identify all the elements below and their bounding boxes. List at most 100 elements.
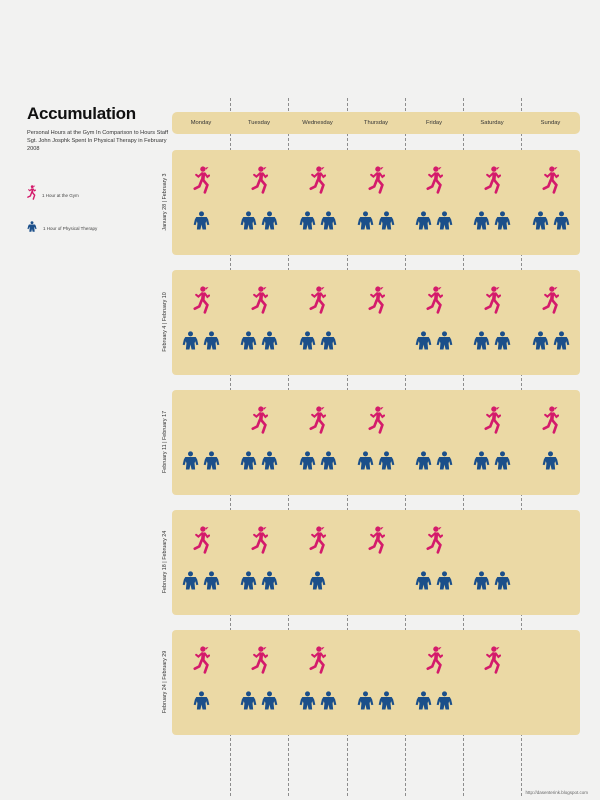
soldier-icon — [494, 211, 511, 231]
soldier-icon — [203, 451, 220, 471]
therapy-hours-cell — [172, 331, 230, 351]
week-label: February 4 | February 10 — [162, 292, 168, 352]
soldier-icon — [240, 571, 257, 591]
soldier-icon — [240, 451, 257, 471]
soldier-icon — [182, 451, 199, 471]
soldier-icon — [320, 331, 337, 351]
gym-hours-cell — [521, 166, 580, 194]
therapy-hours-cell — [463, 331, 521, 351]
therapy-hours-cell — [405, 571, 463, 591]
therapy-hours-cell — [230, 331, 288, 351]
therapy-hours-cell — [230, 451, 288, 471]
runner-icon — [542, 406, 560, 434]
soldier-icon — [415, 331, 432, 351]
soldier-icon — [261, 691, 278, 711]
soldier-icon — [436, 571, 453, 591]
soldier-icon — [203, 331, 220, 351]
therapy-hours-cell — [347, 211, 405, 231]
gym-hours-cell — [172, 646, 230, 674]
soldier-icon — [309, 571, 326, 591]
runner-icon — [483, 406, 501, 434]
soldier-icon — [553, 331, 570, 351]
soldier-icon — [299, 211, 316, 231]
runner-icon — [250, 406, 268, 434]
soldier-icon — [415, 691, 432, 711]
week-label: February 11 | February 17 — [162, 410, 168, 474]
gym-hours-cell — [288, 526, 347, 554]
runner-icon — [309, 646, 327, 674]
day-label-friday: Friday — [425, 120, 443, 126]
therapy-hours-cell — [230, 691, 288, 711]
soldier-icon — [473, 451, 490, 471]
therapy-hours-cell — [521, 211, 580, 231]
runner-icon — [425, 646, 443, 674]
soldier-icon — [182, 331, 199, 351]
therapy-hours-cell — [463, 451, 521, 471]
therapy-hours-cell — [521, 451, 580, 471]
gym-hours-cell — [405, 166, 463, 194]
runner-icon — [192, 526, 210, 554]
gym-hours-cell — [463, 166, 521, 194]
gym-hours-cell — [405, 646, 463, 674]
runner-icon — [367, 406, 385, 434]
gym-hours-cell — [288, 646, 347, 674]
therapy-hours-cell — [288, 571, 347, 591]
page-subtitle: Personal Hours at the Gym In Comparison … — [27, 130, 169, 152]
credit-url: http://dasenterink.blogspot.com — [525, 790, 588, 795]
soldier-icon — [299, 331, 316, 351]
soldier-icon — [494, 331, 511, 351]
runner-icon — [192, 646, 210, 674]
soldier-icon — [320, 451, 337, 471]
gym-hours-cell — [405, 526, 463, 554]
gym-hours-cell — [230, 286, 288, 314]
week-label: January 28 | February 3 — [162, 173, 168, 231]
soldier-icon — [240, 211, 257, 231]
soldier-icon — [320, 691, 337, 711]
soldier-icon — [415, 211, 432, 231]
therapy-hours-cell — [230, 211, 288, 231]
week-label: February 24 | February 29 — [162, 650, 168, 714]
soldier-icon — [378, 451, 395, 471]
day-label-sunday: Sunday — [540, 120, 561, 126]
runner-icon — [367, 526, 385, 554]
soldier-icon — [182, 571, 199, 591]
day-label-tuesday: Tuesday — [247, 120, 271, 126]
therapy-hours-cell — [347, 691, 405, 711]
legend-therapy: 1 Hour of Physical Therapy — [27, 219, 97, 237]
soldier-icon — [357, 211, 374, 231]
gym-hours-cell — [230, 646, 288, 674]
runner-icon — [250, 526, 268, 554]
runner-icon — [542, 166, 560, 194]
gym-hours-cell — [347, 406, 405, 434]
therapy-hours-cell — [347, 451, 405, 471]
week-panel: February 11 | February 17 — [162, 390, 580, 495]
therapy-hours-cell — [172, 211, 230, 231]
page-title: Accumulation — [27, 104, 136, 123]
soldier-icon — [532, 211, 549, 231]
legend-gym: 1 Hour at the Gym — [27, 185, 79, 205]
gym-hours-cell — [347, 286, 405, 314]
gym-hours-cell — [172, 286, 230, 314]
runner-icon — [483, 166, 501, 194]
soldier-icon — [473, 211, 490, 231]
therapy-hours-cell — [521, 331, 580, 351]
day-label-saturday: Saturday — [480, 120, 504, 126]
gym-hours-cell — [288, 406, 347, 434]
soldier-icon — [436, 691, 453, 711]
runner-icon — [250, 166, 268, 194]
soldier-icon — [203, 571, 220, 591]
soldier-icon — [357, 691, 374, 711]
therapy-hours-cell — [405, 331, 463, 351]
soldier-icon — [378, 691, 395, 711]
soldier-icon — [436, 451, 453, 471]
week-label: February 18 | February 24 — [162, 530, 168, 594]
therapy-hours-cell — [172, 691, 230, 711]
soldier-icon — [415, 451, 432, 471]
therapy-hours-cell — [288, 451, 347, 471]
therapy-hours-cell — [288, 211, 347, 231]
soldier-icon — [261, 211, 278, 231]
soldier-icon — [261, 571, 278, 591]
gym-hours-cell — [347, 526, 405, 554]
runner-icon — [483, 286, 501, 314]
soldier-icon — [240, 691, 257, 711]
